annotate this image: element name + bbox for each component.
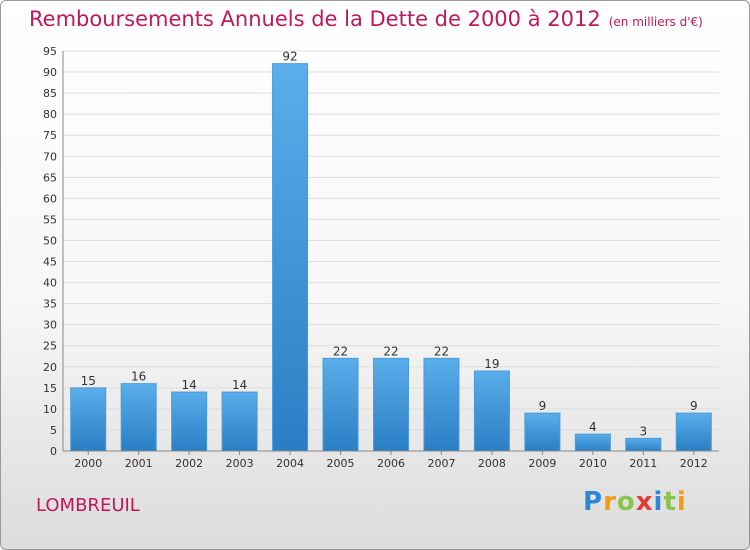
bar-data-label: 9	[690, 399, 698, 413]
x-tick-label: 2012	[680, 457, 708, 470]
logo-letter: P	[583, 487, 604, 517]
logo-letter: i	[653, 487, 664, 517]
bar	[675, 412, 712, 452]
bar	[625, 437, 662, 452]
y-tick-label: 90	[43, 66, 57, 79]
bar-data-label: 22	[383, 344, 398, 358]
y-tick-label: 75	[43, 129, 57, 142]
proxiti-logo: Proxiti	[583, 487, 687, 517]
bar	[322, 357, 359, 452]
bar	[171, 391, 208, 452]
y-tick-label: 65	[43, 171, 57, 184]
bar-data-label: 22	[333, 344, 348, 358]
y-tick-label: 55	[43, 213, 57, 226]
logo-letter: i	[676, 487, 687, 517]
bar	[120, 383, 157, 452]
bars: 15 16 14 14 92 22 22 22 19 9 4 3 9	[70, 50, 712, 452]
bar	[574, 433, 611, 452]
bar	[473, 370, 510, 452]
bar-data-label: 22	[434, 344, 449, 358]
bar-data-label: 15	[81, 374, 96, 388]
bar-data-label: 19	[484, 357, 499, 371]
y-tick-label: 5	[50, 424, 57, 437]
logo-letter: t	[663, 487, 677, 517]
bar	[70, 387, 107, 452]
bar-data-label: 9	[539, 399, 547, 413]
y-tick-label: 60	[43, 192, 57, 205]
x-tick-label: 2008	[478, 457, 506, 470]
logo-letter: r	[603, 487, 617, 517]
bar-data-label: 14	[182, 378, 197, 392]
bar-data-label: 14	[232, 378, 247, 392]
bar-data-label: 16	[131, 370, 146, 384]
y-tick-label: 95	[43, 45, 57, 58]
bar-data-label: 4	[589, 420, 597, 434]
bar	[423, 357, 460, 452]
y-tick-label: 25	[43, 340, 57, 353]
x-tick-label: 2005	[327, 457, 355, 470]
y-tick-label: 80	[43, 108, 57, 121]
y-tick-label: 30	[43, 319, 57, 332]
bar	[524, 412, 561, 452]
y-tick-label: 50	[43, 234, 57, 247]
x-tick-label: 2010	[579, 457, 607, 470]
x-tick-label: 2000	[74, 457, 102, 470]
x-tick-label: 2004	[276, 457, 304, 470]
bar	[272, 63, 309, 452]
place-name: LOMBREUIL	[36, 495, 140, 516]
x-tick-label: 2002	[175, 457, 203, 470]
y-tick-label: 35	[43, 298, 57, 311]
logo-letter: o	[616, 487, 636, 517]
x-tick-label: 2001	[125, 457, 153, 470]
x-tick-label: 2003	[226, 457, 254, 470]
bar-data-label: 3	[639, 424, 647, 438]
y-tick-label: 40	[43, 277, 57, 290]
x-tick-label: 2011	[629, 457, 657, 470]
y-tick-label: 15	[43, 382, 57, 395]
axes: 0 5 10 15 20 25 30 35 40 45 50 55 60 65 70 75 80 85 90 95 20…	[43, 45, 719, 470]
x-tick-label: 2006	[377, 457, 405, 470]
title-text: Remboursements Annuels de la Dette de 20…	[29, 7, 601, 31]
chart-title: Remboursements Annuels de la Dette de 20…	[29, 7, 703, 31]
logo-letter: x	[635, 487, 654, 517]
y-tick-label: 0	[50, 445, 57, 458]
x-tick-label: 2007	[427, 457, 455, 470]
y-tick-label: 20	[43, 361, 57, 374]
title-unit: (en milliers d'€)	[608, 15, 703, 29]
bar	[373, 357, 409, 452]
x-tick-label: 2009	[528, 457, 556, 470]
y-tick-label: 45	[43, 256, 57, 269]
y-tick-label: 10	[43, 403, 57, 416]
bar	[221, 391, 258, 452]
bar-data-label: 92	[282, 50, 297, 64]
y-tick-label: 70	[43, 150, 57, 163]
y-tick-label: 85	[43, 87, 57, 100]
